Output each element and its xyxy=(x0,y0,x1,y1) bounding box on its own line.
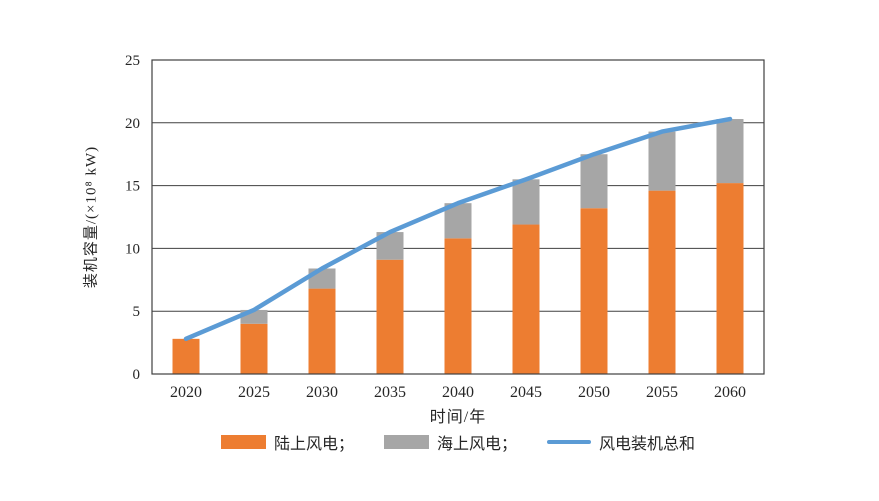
bar-segment-陆上风电 xyxy=(308,288,336,374)
bar-segment-陆上风电 xyxy=(580,208,608,374)
legend-item-offshore: 海上风电； xyxy=(383,430,517,454)
bar-segment-陆上风电 xyxy=(172,338,200,374)
x-tick-label: 2040 xyxy=(442,384,474,401)
total-line xyxy=(183,116,733,342)
bar-segment-海上风电 xyxy=(716,119,744,184)
bar-segment-海上风电 xyxy=(648,131,676,191)
offshore-wind-swatch-icon xyxy=(383,435,429,449)
y-tick-label: 20 xyxy=(125,116,140,132)
x-tick-label: 2035 xyxy=(374,384,406,401)
bar-segment-陆上风电 xyxy=(376,259,404,374)
bar-segment-陆上风电 xyxy=(512,224,540,374)
y-tick-label: 25 xyxy=(125,53,140,69)
legend-item-total: 风电装机总和 xyxy=(547,430,695,454)
x-tick-label: 2030 xyxy=(306,384,338,401)
legend-label-offshore: 海上风电； xyxy=(436,436,517,453)
bar-segment-陆上风电 xyxy=(444,238,472,374)
bar-segment-海上风电 xyxy=(580,154,608,209)
y-tick-label: 0 xyxy=(133,367,141,383)
bar-segment-陆上风电 xyxy=(240,323,268,374)
chart-legend: 陆上风电； 海上风电； 风电装机总和 xyxy=(152,430,764,454)
x-tick-label: 2050 xyxy=(578,384,610,401)
plot-border xyxy=(151,59,765,375)
y-tick-label: 5 xyxy=(133,304,141,320)
x-tick-label: 2055 xyxy=(646,384,678,401)
legend-label-total: 风电装机总和 xyxy=(599,436,696,453)
y-tick-label: 15 xyxy=(125,179,140,195)
onshore-wind-swatch-icon xyxy=(220,435,266,449)
x-tick-label: 2060 xyxy=(714,384,746,401)
bar-segment-海上风电 xyxy=(308,268,336,289)
x-axis-title: 时间/年 xyxy=(429,409,487,426)
bar-segment-陆上风电 xyxy=(648,190,676,374)
x-tick-label: 2020 xyxy=(170,384,202,401)
y-axis-title: 装机容量/(×10⁸ kW) xyxy=(83,145,100,289)
legend-item-onshore: 陆上风电； xyxy=(220,430,354,454)
y-tick-label: 10 xyxy=(125,241,140,257)
total-wind-line-swatch-icon xyxy=(547,440,591,444)
x-tick-label: 2045 xyxy=(510,384,542,401)
bar-segment-海上风电 xyxy=(512,179,540,225)
x-tick-label: 2025 xyxy=(238,384,270,401)
legend-label-onshore: 陆上风电； xyxy=(273,436,354,453)
bar-segment-陆上风电 xyxy=(716,183,744,374)
